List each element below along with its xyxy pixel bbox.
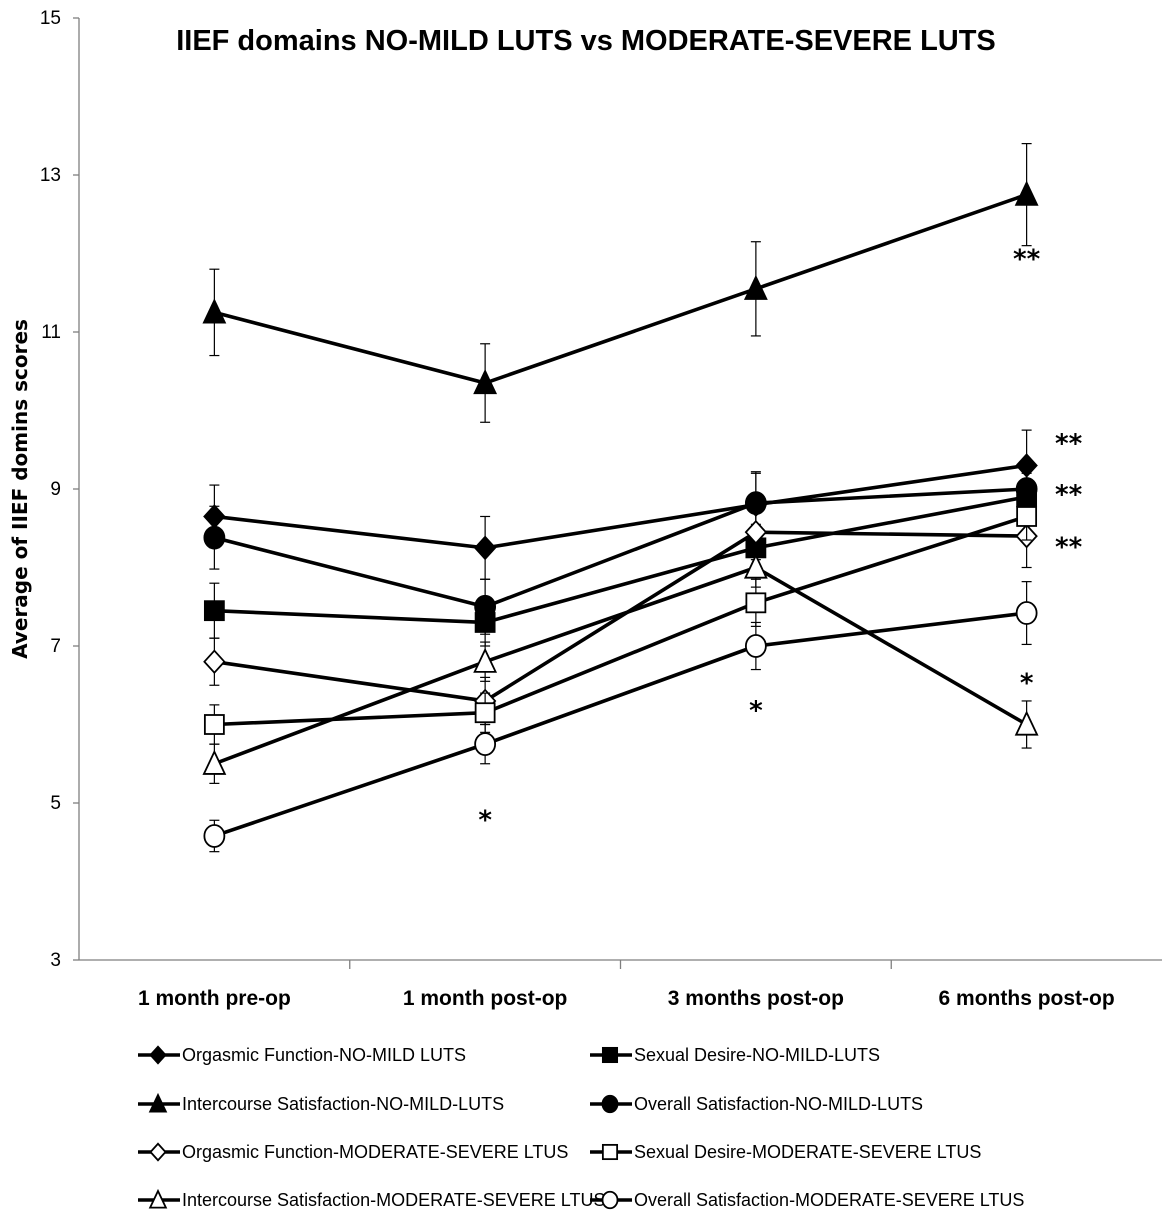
diamond-marker xyxy=(744,519,768,545)
circle-marker xyxy=(474,594,497,619)
y-tick-label: 13 xyxy=(40,165,61,186)
triangle-marker xyxy=(202,749,227,775)
triangle-marker xyxy=(743,553,768,579)
significance-marker: * xyxy=(1020,668,1034,698)
significance-marker: ** xyxy=(1055,429,1083,459)
x-tick-label: 1 month post-op xyxy=(403,987,567,1010)
legend-label: Overall Satisfaction-NO-MILD-LUTS xyxy=(634,1094,923,1114)
legend-item: Overall Satisfaction-MODERATE-SEVERE LTU… xyxy=(590,1190,1024,1210)
triangle-marker xyxy=(473,368,498,395)
significance-marker: * xyxy=(478,806,492,836)
significance-marker: ** xyxy=(1055,533,1083,563)
square-marker xyxy=(474,702,496,724)
legend-item: Orgasmic Function-MODERATE-SEVERE LTUS xyxy=(138,1142,568,1162)
legend-label: Intercourse Satisfaction-NO-MILD-LUTS xyxy=(182,1094,504,1114)
square-marker xyxy=(203,714,225,735)
series-line xyxy=(213,487,1027,609)
diamond-marker xyxy=(203,649,226,675)
circle-marker xyxy=(474,732,497,757)
triangle-marker xyxy=(1014,180,1039,206)
legend-label: Overall Satisfaction-MODERATE-SEVERE LTU… xyxy=(634,1190,1024,1210)
legend-item: Overall Satisfaction-NO-MILD-LUTS xyxy=(590,1094,923,1114)
series-line xyxy=(214,530,1027,703)
series-3 xyxy=(202,143,1039,423)
significance-marker: ** xyxy=(1013,244,1041,274)
series-8 xyxy=(203,581,1038,853)
y-tick-label: 11 xyxy=(41,322,61,343)
y-axis-title: Average of IIEF domins scores xyxy=(8,319,32,659)
square-marker xyxy=(601,1046,619,1064)
chart-title: IIEF domains NO-MILD LUTS vs MODERATE-SE… xyxy=(176,25,996,57)
legend-item: Intercourse Satisfaction-MODERATE-SEVERE… xyxy=(138,1188,605,1210)
series-2 xyxy=(203,472,1038,647)
significance-marker: ** xyxy=(1055,480,1083,510)
y-tick-label: 15 xyxy=(40,8,61,29)
series-line xyxy=(213,192,1028,385)
circle-marker xyxy=(744,634,767,658)
circle-marker xyxy=(601,1094,619,1114)
triangle-marker xyxy=(148,1188,168,1209)
y-ticks: 3 5 7 9 11 13 15 xyxy=(40,8,79,971)
annotations: *********** xyxy=(478,244,1082,835)
diamond-marker xyxy=(149,1045,167,1065)
legend-item: Sexual Desire-MODERATE-SEVERE LTUS xyxy=(590,1142,981,1162)
square-marker xyxy=(745,592,767,614)
series-line xyxy=(213,565,1028,766)
x-tick-label: 1 month pre-op xyxy=(138,987,291,1010)
legend-item: Sexual Desire-NO-MILD-LUTS xyxy=(590,1045,880,1065)
triangle-marker xyxy=(473,647,498,673)
x-tick-label: 6 months post-op xyxy=(939,987,1115,1010)
legend-label: Orgasmic Function-NO-MILD LUTS xyxy=(182,1045,466,1065)
legend: Orgasmic Function-NO-MILD LUTS Sexual Des… xyxy=(138,1045,1024,1210)
circle-marker xyxy=(1015,601,1038,625)
x-tick-label: 3 months post-op xyxy=(668,987,844,1010)
y-tick-label: 5 xyxy=(50,793,61,814)
y-tick-label: 7 xyxy=(50,636,61,657)
legend-label: Orgasmic Function-MODERATE-SEVERE LTUS xyxy=(182,1142,568,1162)
series-line xyxy=(213,611,1027,838)
legend-label: Sexual Desire-NO-MILD-LUTS xyxy=(634,1045,880,1065)
circle-marker xyxy=(203,824,226,848)
y-tick-label: 9 xyxy=(50,479,61,500)
legend-item: Intercourse Satisfaction-NO-MILD-LUTS xyxy=(138,1092,504,1114)
circle-marker xyxy=(203,525,226,550)
square-marker xyxy=(203,600,225,622)
square-marker xyxy=(1016,506,1038,527)
triangle-marker xyxy=(743,274,768,300)
series-layer xyxy=(202,143,1039,853)
legend-item: Orgasmic Function-NO-MILD LUTS xyxy=(138,1045,466,1065)
series-7 xyxy=(202,547,1039,784)
series-4 xyxy=(203,460,1038,635)
triangle-marker xyxy=(148,1092,168,1113)
square-marker xyxy=(601,1143,619,1161)
y-tick-label: 3 xyxy=(50,950,61,971)
series-1 xyxy=(203,429,1038,580)
series-line xyxy=(214,463,1027,550)
significance-marker: * xyxy=(749,696,763,726)
legend-label: Intercourse Satisfaction-MODERATE-SEVERE… xyxy=(182,1190,605,1210)
legend-label: Sexual Desire-MODERATE-SEVERE LTUS xyxy=(634,1142,981,1162)
triangle-marker xyxy=(1014,710,1039,736)
x-ticks: 1 month pre-op 1 month post-op 3 months po… xyxy=(138,960,1115,1010)
diamond-marker xyxy=(473,535,497,561)
diamond-marker xyxy=(149,1142,167,1162)
series-line xyxy=(214,495,1027,625)
series-line xyxy=(214,514,1028,727)
circle-marker xyxy=(601,1190,619,1210)
triangle-marker xyxy=(202,298,227,324)
